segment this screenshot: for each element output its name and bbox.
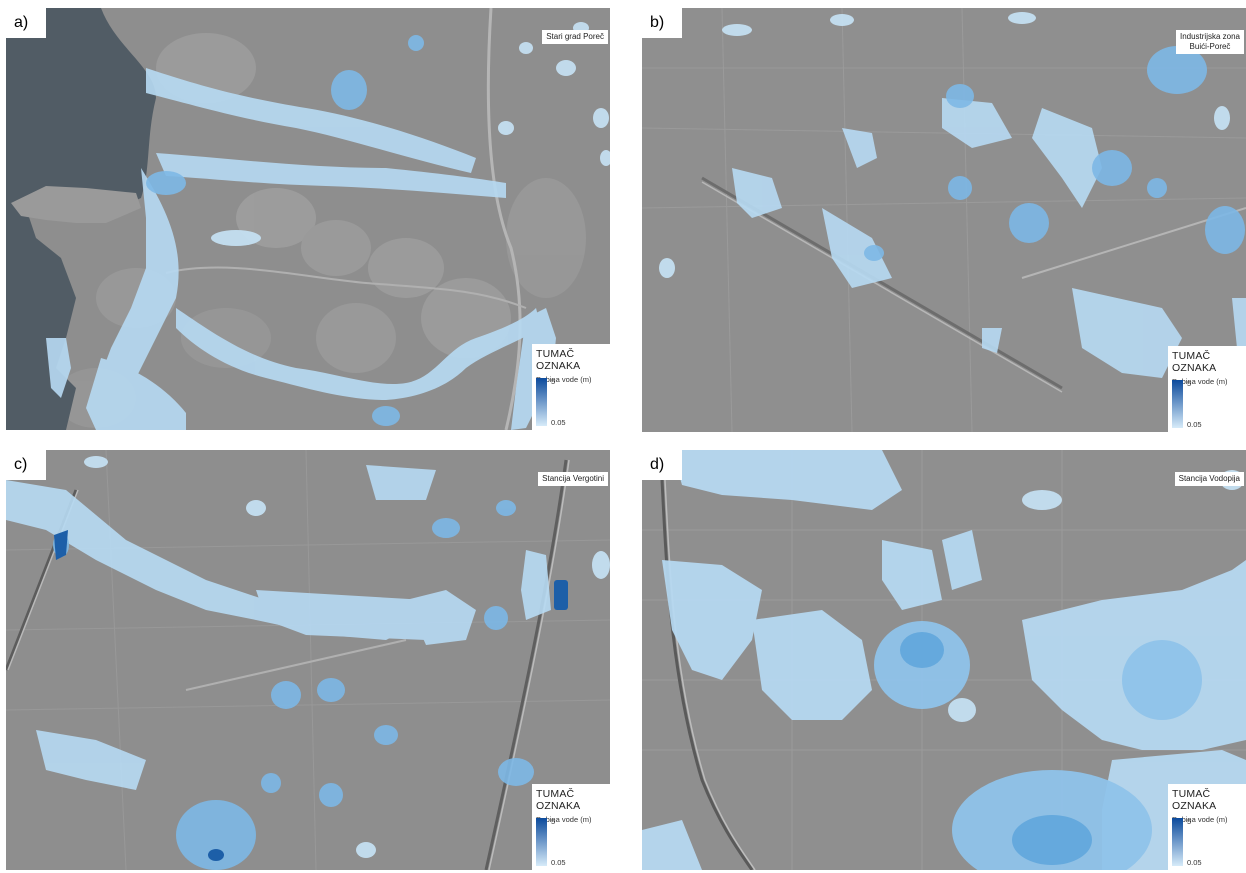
- flood-depth-map-a: [6, 8, 610, 430]
- legend-min-value: 0.05: [551, 858, 566, 867]
- legend-b: TUMAČ OZNAKA Dubina vode (m) 5 0.05: [1168, 346, 1246, 432]
- legend-min-value: 0.05: [1187, 858, 1202, 867]
- legend-a: TUMAČ OZNAKA Dubina vode (m) 5 0.05: [532, 344, 610, 430]
- legend-subtitle: Dubina vode (m): [536, 815, 592, 824]
- place-label-b: Industrijska zona Buići-Poreč: [1175, 30, 1244, 54]
- panel-letter-c: c): [6, 450, 46, 480]
- place-label-a: Stari grad Poreč: [542, 30, 608, 44]
- legend-min-value: 0.05: [1187, 420, 1202, 429]
- legend-max-value: 5: [551, 377, 556, 386]
- map-panel-b: b) Industrijska zona Buići-Poreč TUMAČ O…: [642, 8, 1246, 432]
- legend-subtitle: Dubina vode (m): [1172, 377, 1228, 386]
- legend-subtitle: Dubina vode (m): [1172, 815, 1228, 824]
- map-panel-c: c) Stancija Vergotini TUMAČ OZNAKA Dubin…: [6, 450, 610, 870]
- flood-depth-map-b: [642, 8, 1246, 432]
- flood-depth-map-c: [6, 450, 610, 870]
- flood-depth-map-d: [642, 450, 1246, 870]
- panel-letter-b: b): [642, 8, 682, 38]
- legend-title: TUMAČ OZNAKA: [1172, 788, 1217, 812]
- legend-max-value: 5: [551, 817, 556, 826]
- depth-color-ramp: [536, 818, 547, 866]
- legend-subtitle: Dubina vode (m): [536, 375, 592, 384]
- depth-color-ramp: [1172, 380, 1183, 428]
- place-label-c: Stancija Vergotini: [538, 472, 608, 486]
- legend-max-value: 5: [1187, 379, 1192, 388]
- legend-title: TUMAČ OZNAKA: [536, 348, 581, 372]
- legend-c: TUMAČ OZNAKA Dubina vode (m) 5 0.05: [532, 784, 610, 870]
- panel-letter-a: a): [6, 8, 46, 38]
- map-panel-a: a) Stari grad Poreč TUMAČ OZNAKA Dubina …: [6, 8, 610, 430]
- legend-min-value: 0.05: [551, 418, 566, 427]
- place-label-d: Stancija Vodopija: [1174, 472, 1244, 486]
- legend-title: TUMAČ OZNAKA: [536, 788, 581, 812]
- panel-letter-d: d): [642, 450, 682, 480]
- depth-color-ramp: [536, 378, 547, 426]
- depth-color-ramp: [1172, 818, 1183, 866]
- legend-title: TUMAČ OZNAKA: [1172, 350, 1217, 374]
- map-panel-d: d) Stancija Vodopija TUMAČ OZNAKA Dubina…: [642, 450, 1246, 870]
- legend-max-value: 5: [1187, 817, 1192, 826]
- legend-d: TUMAČ OZNAKA Dubina vode (m) 5 0.05: [1168, 784, 1246, 870]
